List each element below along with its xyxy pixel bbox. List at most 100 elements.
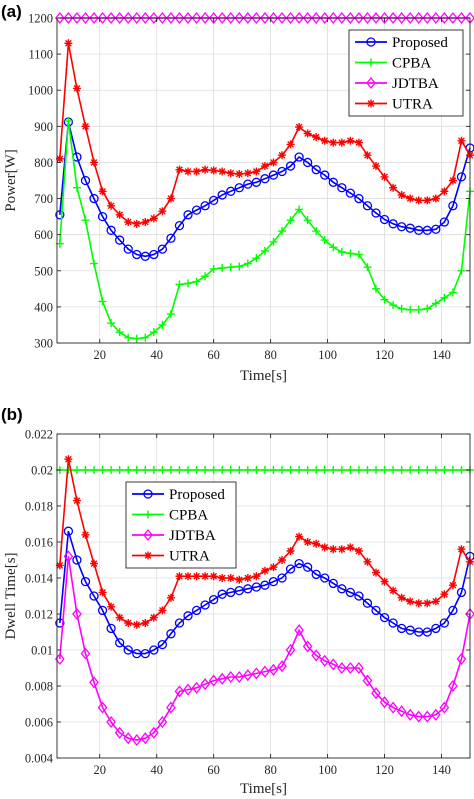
data-point-utra (346, 543, 355, 552)
data-point-proposed (379, 612, 390, 623)
data-point-cpba (209, 466, 218, 474)
y-tick-label: 0.006 (25, 716, 53, 730)
legend-marker (367, 99, 375, 108)
data-point-jdtba (234, 11, 245, 25)
data-point-cpba (132, 334, 141, 343)
data-point-proposed (226, 186, 236, 196)
data-point-jdtba (371, 687, 381, 700)
data-point-cpba (363, 263, 372, 272)
data-point-cpba (354, 250, 363, 259)
legend-label: UTRA (392, 97, 433, 113)
y-tick-label: 700 (34, 192, 53, 206)
data-point-utra (243, 169, 252, 178)
data-point-proposed (268, 576, 279, 587)
data-point-jdtba (123, 11, 134, 25)
data-point-utra (124, 619, 133, 627)
data-point-cpba (192, 277, 201, 286)
data-point-proposed (183, 611, 193, 621)
series-jdtba (55, 550, 474, 747)
x-tick-label: 80 (264, 763, 277, 777)
data-point-jdtba (413, 11, 424, 25)
data-point-jdtba (448, 11, 458, 25)
data-point-utra (312, 539, 321, 548)
y-tick-label: 0.02 (31, 464, 53, 478)
data-point-utra (98, 187, 107, 196)
data-point-proposed (243, 584, 253, 594)
data-point-cpba (389, 466, 398, 474)
data-point-utra (337, 138, 346, 147)
data-point-jdtba (80, 11, 91, 25)
legend-item-utra: UTRA (355, 97, 433, 113)
data-point-cpba (397, 466, 406, 474)
data-point-utra (295, 123, 304, 132)
y-tick-label: 0.022 (25, 428, 53, 442)
data-point-proposed (63, 526, 74, 536)
data-point-utra (269, 158, 278, 167)
data-point-cpba (184, 466, 193, 474)
data-point-cpba (107, 319, 116, 328)
data-point-cpba (457, 266, 466, 275)
data-point-proposed (149, 249, 159, 260)
data-point-proposed (277, 573, 287, 583)
data-point-proposed (72, 555, 82, 565)
data-point-proposed (209, 594, 219, 605)
data-point-proposed (362, 598, 373, 608)
data-point-cpba (226, 466, 235, 474)
data-point-utra (141, 218, 150, 227)
data-point-proposed (260, 174, 270, 184)
series-line-jdtba (59, 556, 471, 741)
data-point-cpba (406, 466, 415, 474)
y-tick-label: 0.008 (25, 680, 53, 694)
data-point-jdtba (362, 11, 373, 25)
data-point-proposed (302, 562, 313, 572)
data-point-utra (457, 545, 466, 554)
data-point-utra (278, 556, 287, 564)
x-tick-label: 100 (318, 348, 337, 362)
data-point-cpba (90, 259, 99, 268)
data-point-utra (235, 170, 244, 178)
data-point-utra (397, 190, 406, 199)
data-point-cpba (423, 466, 432, 474)
data-point-utra (124, 218, 133, 227)
data-point-proposed (157, 639, 168, 650)
data-point-jdtba (191, 11, 202, 25)
x-tick-label: 80 (264, 348, 277, 362)
data-point-cpba (98, 466, 107, 474)
data-point-cpba (218, 263, 227, 272)
y-axis-label: Dwell Time[s] (3, 552, 19, 639)
data-point-cpba (448, 466, 457, 474)
data-point-utra (380, 577, 389, 586)
data-point-jdtba (336, 11, 347, 25)
axes-box (56, 17, 471, 344)
data-point-utra (252, 572, 261, 581)
data-point-cpba (372, 466, 381, 474)
data-point-jdtba (371, 11, 381, 25)
data-point-utra (457, 136, 466, 145)
y-tick-label: 0.004 (25, 752, 54, 766)
data-point-proposed (209, 195, 219, 206)
series-cpba (55, 466, 474, 474)
data-point-jdtba (149, 11, 159, 25)
data-point-jdtba (106, 715, 116, 729)
data-point-cpba (269, 237, 278, 246)
data-point-utra (372, 162, 381, 171)
data-point-cpba (141, 333, 150, 342)
data-point-cpba (175, 466, 184, 474)
data-point-cpba (320, 466, 329, 474)
data-point-proposed (456, 587, 467, 598)
data-point-jdtba (157, 715, 168, 729)
data-point-utra (406, 194, 415, 203)
data-point-proposed (448, 201, 458, 211)
data-point-cpba (81, 466, 90, 474)
data-point-jdtba (63, 550, 74, 563)
data-point-utra (158, 606, 167, 615)
chart-panel-a: 20 40 60 80 100 120 140 300 400 500 600 700 800 900 10… (1, 2, 474, 384)
data-point-cpba (440, 466, 449, 474)
data-point-proposed (439, 217, 450, 227)
data-point-jdtba (422, 11, 433, 25)
data-point-proposed (328, 177, 338, 187)
data-point-proposed (217, 589, 227, 599)
data-point-cpba (278, 227, 287, 236)
data-point-proposed (345, 587, 356, 598)
